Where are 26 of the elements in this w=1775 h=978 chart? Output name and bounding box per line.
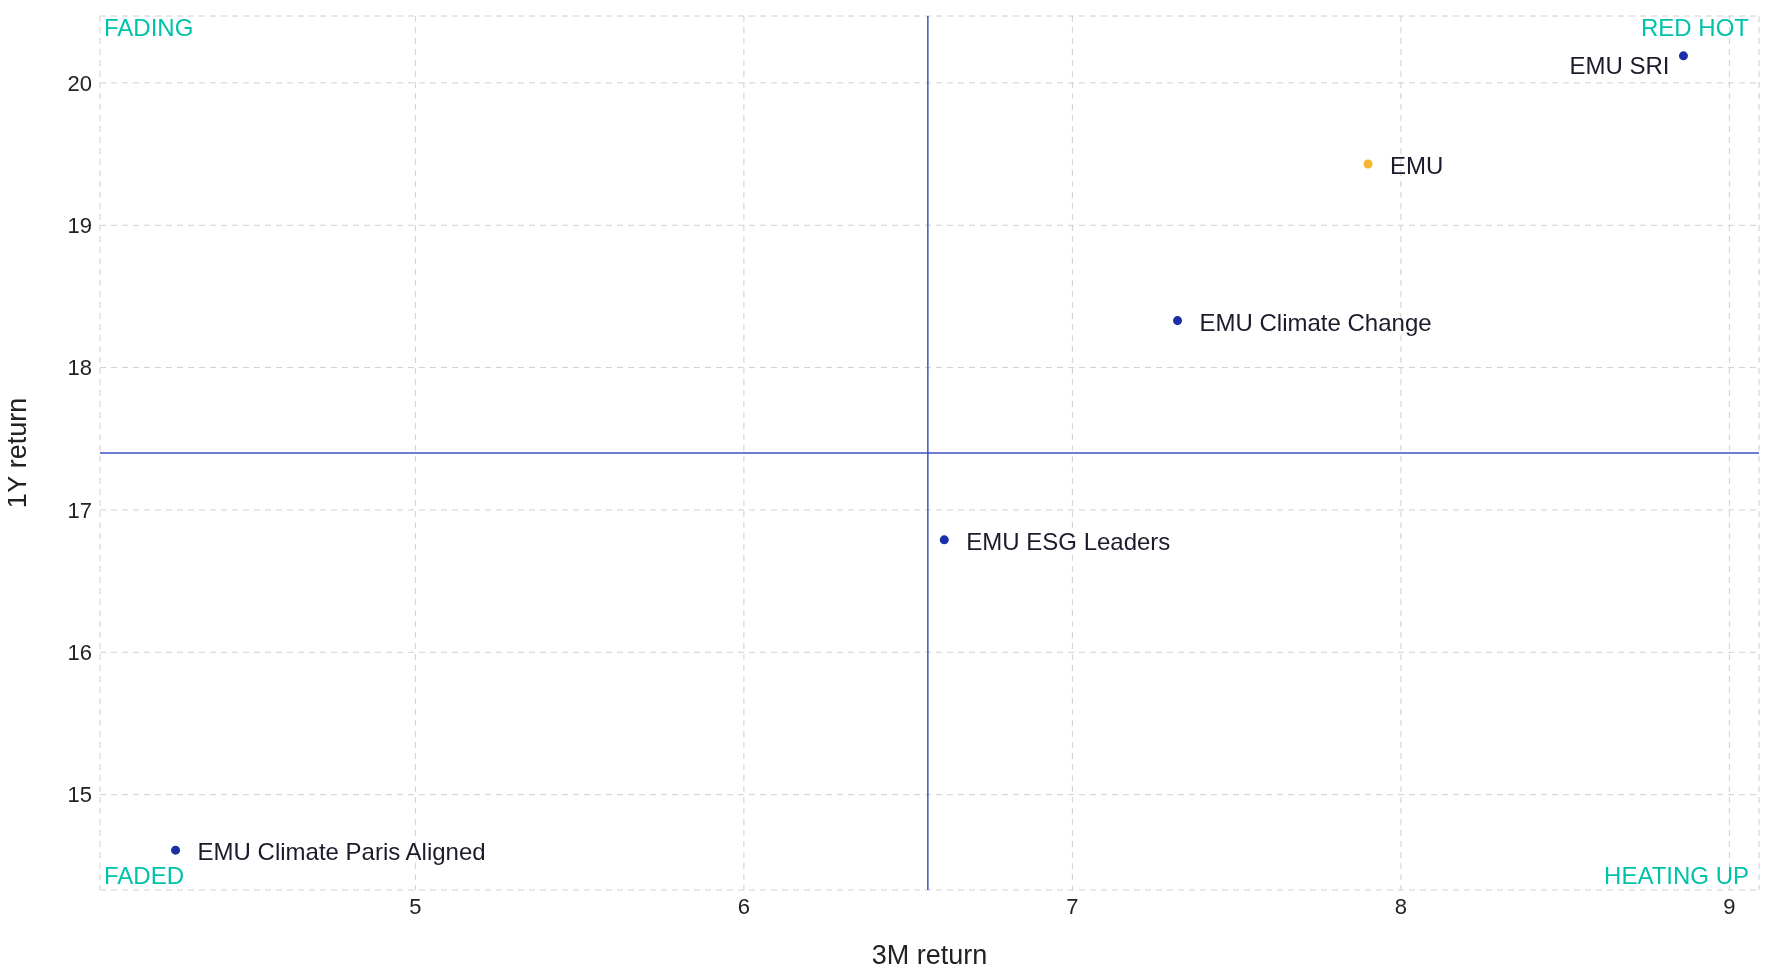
y-tick-label: 20 — [67, 70, 92, 96]
series-label: EMU Climate Change — [1199, 308, 1432, 336]
series-label: EMU ESG Leaders — [966, 527, 1171, 555]
y-tick-label: 19 — [67, 213, 92, 239]
x-tick-label: 8 — [1394, 893, 1408, 919]
annotation: FADED — [104, 862, 185, 890]
x-tick-label: 9 — [1723, 893, 1736, 919]
series-label: EMU Climate Paris Aligned — [197, 838, 486, 866]
annotation: RED HOT — [1641, 14, 1749, 42]
y-tick-label: 18 — [67, 355, 92, 381]
y-tick-label: 16 — [67, 640, 92, 666]
x-tick-label: 5 — [409, 893, 422, 919]
x-axis-title: 3M return — [871, 940, 988, 970]
point — [1678, 51, 1688, 61]
x-tick-label: 6 — [737, 893, 751, 919]
series-label: EMU — [1390, 152, 1444, 180]
annotation: HEATING UP — [1604, 862, 1749, 890]
point — [1363, 159, 1373, 169]
y-tick-label: 15 — [67, 782, 92, 808]
point — [1173, 316, 1183, 326]
point — [939, 535, 949, 545]
series-label: EMU SRI — [1569, 51, 1670, 79]
y-tick-label: 17 — [67, 497, 92, 523]
x-tick-label: 7 — [1066, 893, 1079, 919]
annotation: FADING — [104, 14, 194, 42]
point — [171, 845, 181, 855]
